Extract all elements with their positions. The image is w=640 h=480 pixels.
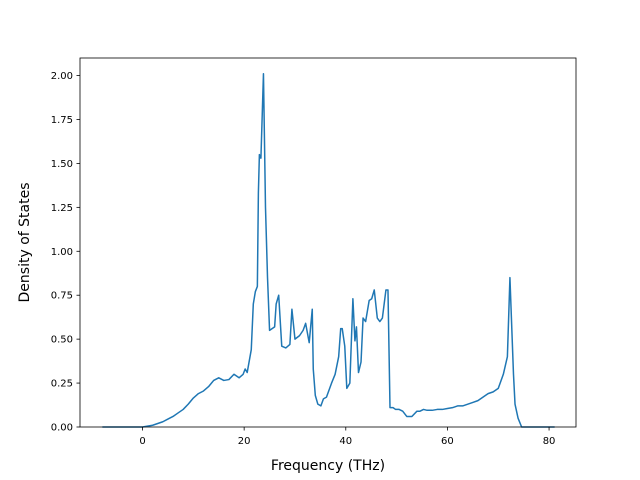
x-tick-label: 20	[238, 436, 251, 447]
y-tick-label: 0.50	[51, 335, 73, 346]
x-tick-label: 0	[139, 436, 145, 447]
y-tick-label: 2.00	[51, 71, 73, 82]
plot-frame	[79, 57, 577, 428]
y-tick-label: 0.25	[51, 379, 73, 390]
y-tick-label: 1.50	[51, 159, 73, 170]
y-tick-label: 0.75	[51, 291, 73, 302]
x-tick-label: 40	[339, 436, 352, 447]
x-axis-label: Frequency (THz)	[271, 458, 385, 474]
dos-series-line	[102, 73, 555, 428]
y-axis-ticks: 0.00 0.25 0.50 0.75 1.00 1.25 1.50 1.75 2.00	[51, 71, 80, 434]
x-tick-label: 60	[441, 436, 454, 447]
y-tick-label: 1.25	[51, 203, 73, 214]
plot-area	[79, 57, 577, 428]
y-tick-label: 1.00	[51, 247, 73, 258]
y-tick-label: 1.75	[51, 115, 73, 126]
y-tick-label: 0.00	[51, 423, 73, 434]
y-axis-label: Density of States	[17, 183, 33, 303]
x-axis-ticks: 0 20 40 60 80	[139, 427, 555, 447]
x-tick-label: 80	[543, 436, 556, 447]
